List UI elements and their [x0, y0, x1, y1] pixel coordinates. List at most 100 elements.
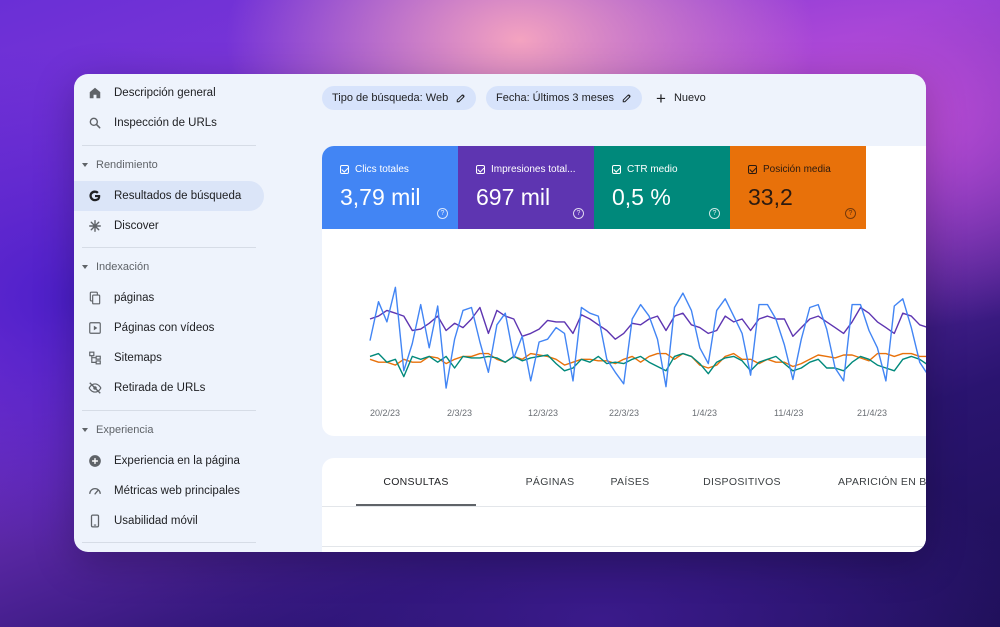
- checkbox-icon[interactable]: [612, 165, 621, 174]
- sidebar-item-overview[interactable]: Descripción general: [74, 78, 264, 108]
- chip-label: Tipo de búsqueda: Web: [332, 92, 449, 104]
- x-tick-label: 22/3/23: [609, 408, 639, 418]
- search-console-window: Descripción general Inspección de URLs R…: [74, 74, 926, 552]
- main-content: Tipo de búsqueda: Web Fecha: Últimos 3 m…: [322, 74, 926, 552]
- tab-queries[interactable]: CONSULTAS: [356, 458, 476, 506]
- metric-value: 697 mil: [476, 184, 551, 210]
- x-tick-label: 21/4/23: [857, 408, 887, 418]
- new-label: Nuevo: [673, 92, 706, 104]
- tabs-panel: CONSULTAS PÁGINAS PAÍSES DISPOSITIVOS AP…: [322, 458, 926, 552]
- tab-countries[interactable]: PAÍSES: [610, 476, 650, 488]
- sidebar-item-label: Métricas web principales: [114, 485, 240, 497]
- sidebar-item-label: Inspección de URLs: [114, 117, 217, 129]
- date-filter-chip[interactable]: Fecha: Últimos 3 meses: [486, 86, 642, 110]
- performance-chart[interactable]: 20/2/23 2/3/23 12/3/23 22/3/23 1/4/23 11/4/23…: [322, 229, 926, 436]
- metric-value: 33,2: [748, 184, 793, 210]
- sidebar-item-mobile-usability[interactable]: Usabilidad móvil: [74, 506, 264, 536]
- sidebar-item-label: Usabilidad móvil: [114, 515, 198, 527]
- section-indexing[interactable]: Indexación: [82, 257, 149, 277]
- metric-label: Posición media: [748, 164, 831, 175]
- section-title: Indexación: [96, 261, 150, 273]
- checkbox-icon[interactable]: [748, 165, 757, 174]
- series-line-1: [369, 306, 926, 340]
- section-title: Experiencia: [96, 424, 154, 436]
- chip-label: Fecha: Últimos 3 meses: [496, 92, 614, 104]
- section-title: Rendimiento: [96, 159, 158, 171]
- plus-icon: +: [656, 88, 666, 108]
- edit-icon: [622, 94, 631, 103]
- tab-devices[interactable]: DISPOSITIVOS: [703, 476, 781, 488]
- sidebar-item-url-inspection[interactable]: Inspección de URLs: [74, 108, 264, 138]
- caret-down-icon: [82, 265, 88, 269]
- table-divider: [322, 546, 926, 547]
- sidebar-item-label: Discover: [114, 220, 159, 232]
- metric-card-clicks[interactable]: Clics totales 3,79 mil ?: [322, 146, 458, 229]
- gauge-icon: [88, 484, 102, 498]
- sidebar-item-core-web-vitals[interactable]: Métricas web principales: [74, 476, 264, 506]
- metric-card-position[interactable]: Posición media 33,2 ?: [730, 146, 866, 229]
- google-g-icon: [88, 189, 102, 203]
- performance-panel: Clics totales 3,79 mil ? Impresiones tot…: [322, 146, 926, 436]
- plus-circle-icon: [88, 454, 102, 468]
- section-experience[interactable]: Experiencia: [82, 420, 153, 440]
- tab-search-appearance[interactable]: APARICIÓN EN BÚS: [838, 476, 926, 488]
- x-tick-label: 12/3/23: [528, 408, 558, 418]
- x-tick-label: 1/4/23: [692, 408, 717, 418]
- edit-icon: [456, 94, 465, 103]
- sidebar-item-label: Resultados de búsqueda: [114, 190, 242, 202]
- metric-value: 3,79 mil: [340, 184, 421, 210]
- new-filter-button[interactable]: + Nuevo: [656, 86, 706, 110]
- divider: [82, 410, 256, 411]
- metric-label: CTR medio: [612, 164, 678, 175]
- help-icon[interactable]: ?: [437, 208, 448, 219]
- video-page-icon: [88, 321, 102, 335]
- home-icon: [88, 86, 102, 100]
- tabs-divider: [322, 506, 926, 507]
- search-icon: [88, 116, 102, 130]
- metric-label-text: Clics totales: [355, 164, 409, 175]
- sidebar-item-page-experience[interactable]: Experiencia en la página: [74, 446, 264, 476]
- section-performance[interactable]: Rendimiento: [82, 155, 158, 175]
- x-tick-label: 11/4/23: [774, 408, 803, 418]
- help-icon[interactable]: ?: [845, 208, 856, 219]
- sidebar-item-url-removal[interactable]: Retirada de URLs: [74, 373, 264, 403]
- pages-icon: [88, 291, 102, 305]
- metric-card-ctr[interactable]: CTR medio 0,5 % ?: [594, 146, 730, 229]
- sidebar-item-label: páginas: [114, 292, 155, 304]
- sidebar-item-label: Descripción general: [114, 87, 216, 99]
- sidebar-item-label: Experiencia en la página: [114, 455, 240, 467]
- metric-label-text: CTR medio: [627, 164, 678, 175]
- sidebar-item-pages[interactable]: páginas: [74, 283, 264, 313]
- x-tick-label: 20/2/23: [370, 408, 400, 418]
- tab-pages[interactable]: PÁGINAS: [525, 476, 575, 488]
- sidebar-item-video-pages[interactable]: Páginas con vídeos: [74, 313, 264, 343]
- metric-value: 0,5 %: [612, 184, 671, 210]
- checkbox-icon[interactable]: [340, 165, 349, 174]
- checkbox-icon[interactable]: [476, 165, 485, 174]
- sidebar-item-label: Páginas con vídeos: [114, 322, 215, 334]
- metric-card-impressions[interactable]: Impresiones total... 697 mil ?: [458, 146, 594, 229]
- series-line-2: [369, 352, 926, 378]
- phone-icon: [88, 514, 102, 528]
- caret-down-icon: [82, 428, 88, 432]
- sidebar-item-label: Retirada de URLs: [114, 382, 206, 394]
- metric-label-text: Posición media: [763, 164, 831, 175]
- help-icon[interactable]: ?: [709, 208, 720, 219]
- search-type-filter-chip[interactable]: Tipo de búsqueda: Web: [322, 86, 477, 110]
- help-icon[interactable]: ?: [573, 208, 584, 219]
- sidebar: Descripción general Inspección de URLs R…: [74, 74, 284, 552]
- series-line-0: [369, 286, 926, 389]
- divider: [82, 145, 256, 146]
- sidebar-item-sitemaps[interactable]: Sitemaps: [74, 343, 264, 373]
- caret-down-icon: [82, 163, 88, 167]
- asterisk-icon: [88, 219, 102, 233]
- divider: [82, 247, 256, 248]
- sidebar-item-label: Sitemaps: [114, 352, 162, 364]
- metric-label: Clics totales: [340, 164, 409, 175]
- sidebar-item-discover[interactable]: Discover: [74, 211, 264, 241]
- metric-label: Impresiones total...: [476, 164, 575, 175]
- sidebar-item-search-results[interactable]: Resultados de búsqueda: [74, 181, 264, 211]
- metric-label-text: Impresiones total...: [491, 164, 576, 175]
- eye-off-icon: [88, 381, 102, 395]
- sitemap-icon: [88, 351, 102, 365]
